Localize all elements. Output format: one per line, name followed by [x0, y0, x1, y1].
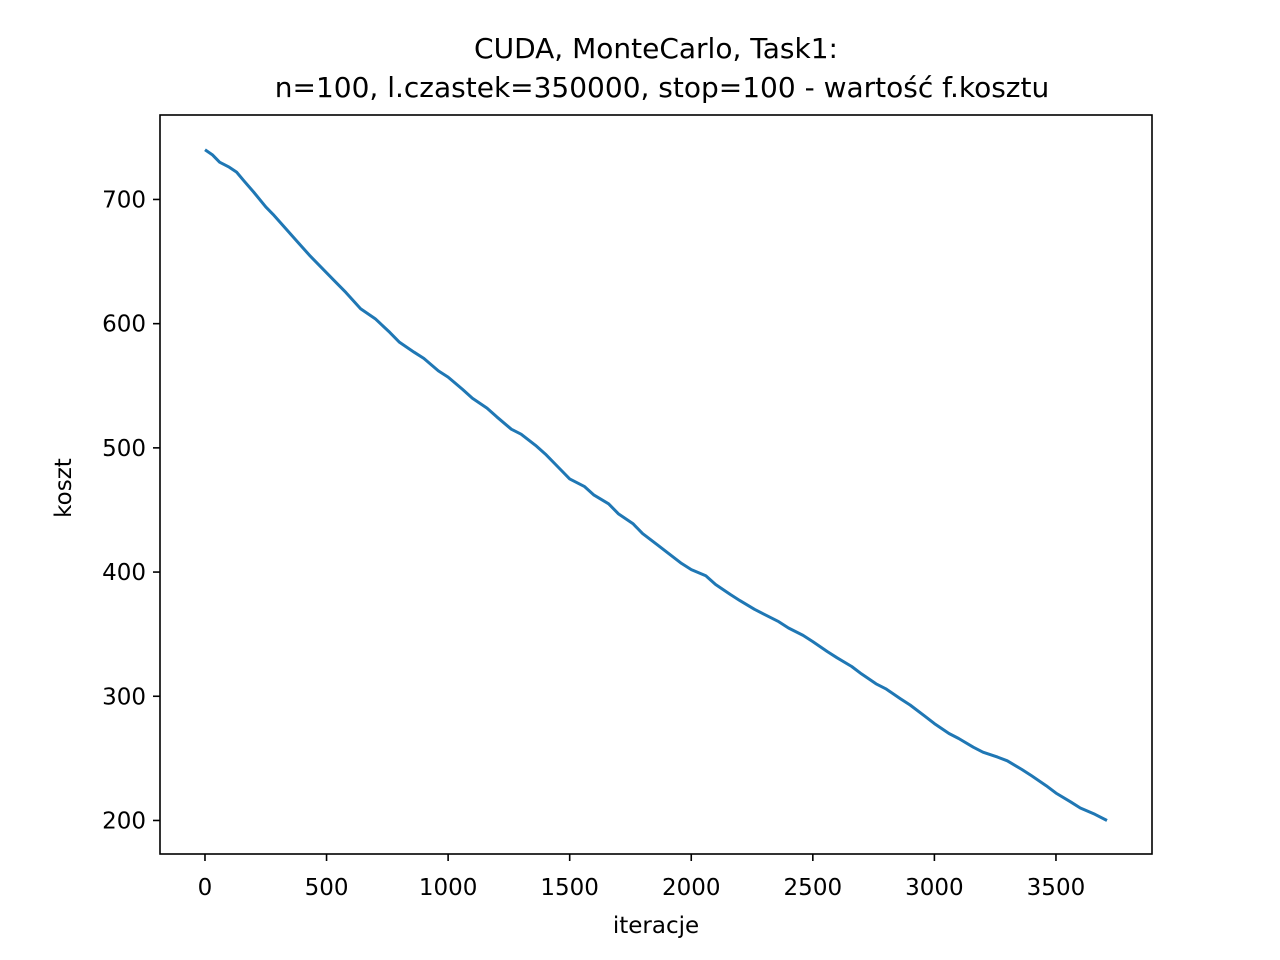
y-axis-label: koszt [51, 458, 77, 518]
y-axis: 200 300 400 500 600 700 [102, 187, 160, 834]
x-tick-label: 2000 [662, 875, 721, 901]
plot-frame [159, 114, 1153, 855]
y-tick-label: 300 [102, 684, 146, 710]
x-tick-label: 0 [198, 875, 213, 901]
y-tick-label: 400 [102, 560, 146, 586]
y-tick-label: 600 [102, 312, 146, 338]
x-tick-label: 2500 [784, 875, 843, 901]
chart-title-line-1: CUDA, MonteCarlo, Task1: [474, 32, 838, 65]
x-axis-label: iteracje [613, 913, 699, 939]
y-tick-label: 200 [102, 808, 146, 834]
chart-title-line-2: n=100, l.czastek=350000, stop=100 - wart… [275, 71, 1049, 104]
x-axis: 0 500 1000 1500 2000 2500 3000 3500 [198, 854, 1086, 901]
x-tick-label: 3000 [905, 875, 964, 901]
x-tick-label: 3500 [1027, 875, 1086, 901]
plot-area [204, 148, 1108, 822]
y-tick-label: 700 [102, 187, 146, 213]
y-tick-label: 500 [102, 436, 146, 462]
x-tick-label: 500 [305, 875, 349, 901]
x-tick-label: 1500 [540, 875, 599, 901]
series-line-1 [204, 148, 1108, 822]
x-tick-label: 1000 [419, 875, 478, 901]
